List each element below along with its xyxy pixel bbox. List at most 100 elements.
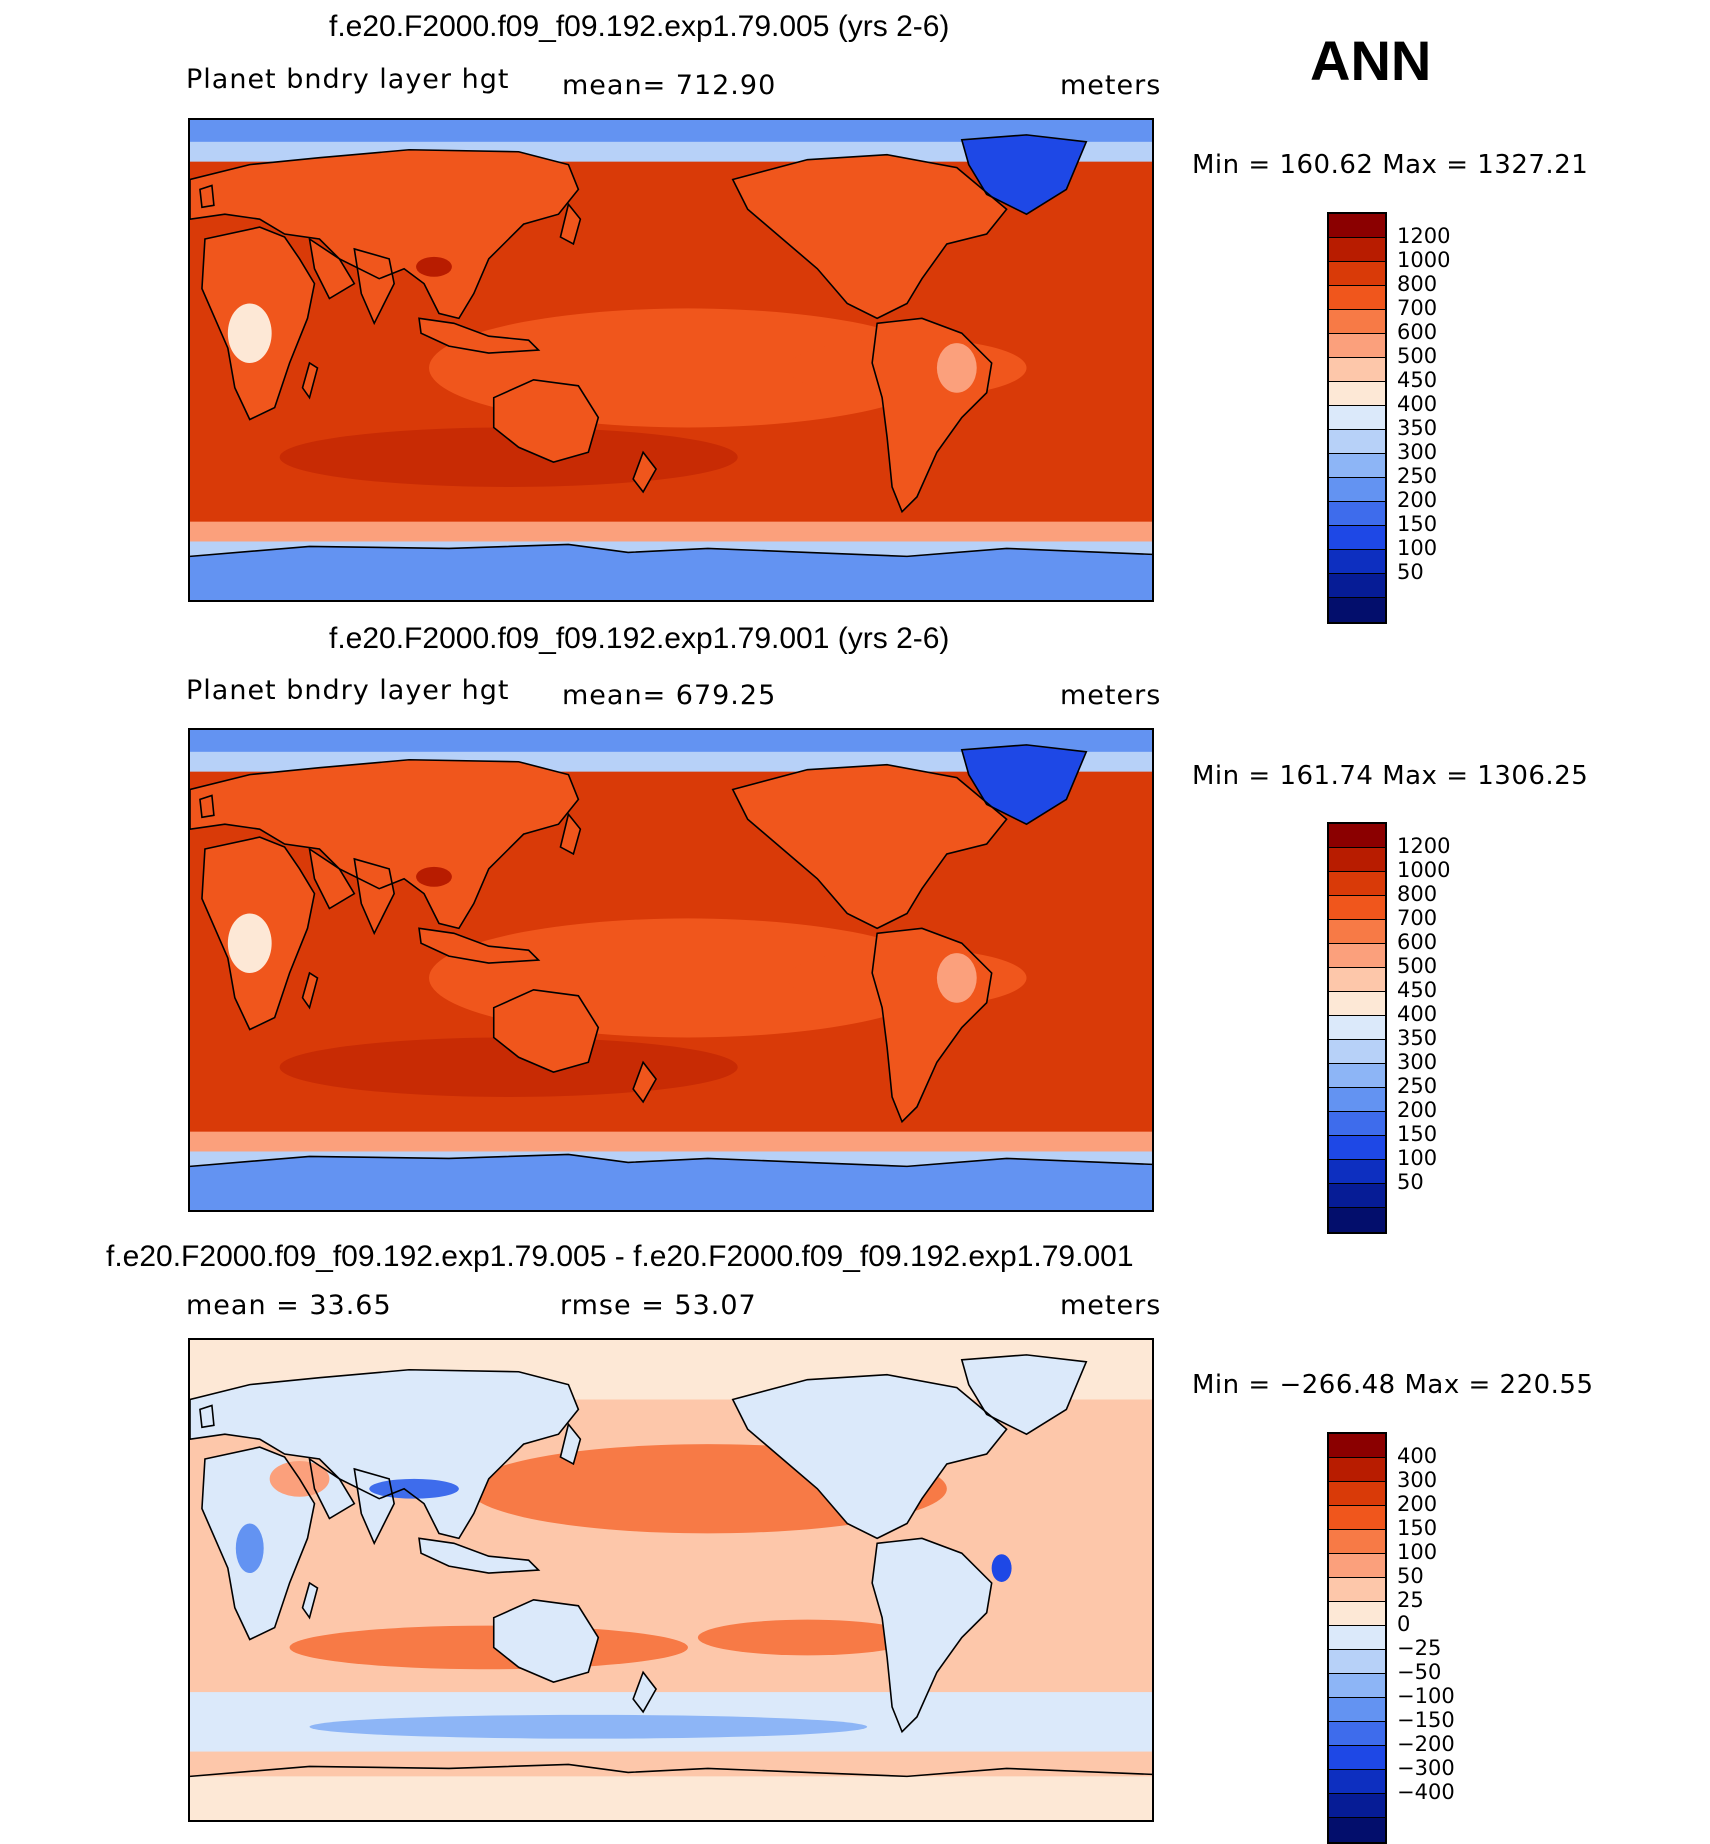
map-field-plot	[190, 730, 1152, 1210]
colorbar-tick-label: 150	[1397, 1516, 1438, 1540]
season-label: ANN	[1310, 29, 1432, 92]
colorbar-segment	[1329, 1208, 1385, 1232]
colorbar-tick-label: 100	[1397, 536, 1438, 560]
colorbar-segment	[1329, 992, 1385, 1016]
colorbar-segment	[1329, 1650, 1385, 1674]
colorbar-segment	[1329, 1554, 1385, 1578]
colorbar-tick-label: 300	[1397, 1468, 1438, 1492]
colorbar-segment	[1329, 238, 1385, 262]
colorbar-segment	[1329, 1578, 1385, 1602]
panel-1-map	[188, 118, 1154, 602]
colorbar-tick-label: 1200	[1397, 834, 1451, 858]
panel-1-variable-label: Planet bndry layer hgt	[186, 64, 510, 95]
colorbar-tick-label: 400	[1397, 1444, 1438, 1468]
colorbar-tick-label: 800	[1397, 882, 1438, 906]
colorbar-tick-label: 150	[1397, 1122, 1438, 1146]
panel-3-map	[188, 1338, 1154, 1822]
panel-2-mean-label: mean= 679.25	[562, 680, 777, 711]
colorbar-tick-label: −400	[1397, 1780, 1455, 1804]
colorbar-segment	[1329, 1184, 1385, 1208]
panel-1-colorbar	[1327, 212, 1387, 624]
colorbar-tick-label: 300	[1397, 440, 1438, 464]
colorbar-tick-label: 700	[1397, 906, 1438, 930]
colorbar-tick-label: 250	[1397, 464, 1438, 488]
colorbar-tick-label: 350	[1397, 416, 1438, 440]
colorbar-tick-label: 250	[1397, 1074, 1438, 1098]
colorbar-segment	[1329, 848, 1385, 872]
colorbar-tick-label: 350	[1397, 1026, 1438, 1050]
colorbar-tick-label: −150	[1397, 1708, 1455, 1732]
colorbar-tick-label: 50	[1397, 560, 1424, 584]
colorbar-segment	[1329, 598, 1385, 622]
colorbar-tick-label: 150	[1397, 512, 1438, 536]
colorbar-tick-label: 700	[1397, 296, 1438, 320]
colorbar-tick-label: −25	[1397, 1636, 1442, 1660]
panel-2-minmax-label: Min = 161.74 Max = 1306.25	[1192, 761, 1589, 791]
colorbar-segment	[1329, 430, 1385, 454]
colorbar-segment	[1329, 406, 1385, 430]
colorbar-segment	[1329, 1626, 1385, 1650]
colorbar-segment	[1329, 1088, 1385, 1112]
panel-3-rmse-label: rmse = 53.07	[560, 1290, 757, 1321]
panel-1-minmax-label: Min = 160.62 Max = 1327.21	[1192, 150, 1589, 180]
colorbar-segment	[1329, 574, 1385, 598]
colorbar-segment	[1329, 550, 1385, 574]
colorbar-segment	[1329, 1136, 1385, 1160]
colorbar-segment	[1329, 1530, 1385, 1554]
panel-1-mean-label: mean= 712.90	[562, 70, 777, 101]
panel-2-colorbar	[1327, 822, 1387, 1234]
panel-3-units-label: meters	[1060, 1290, 1162, 1321]
panel-3-minmax-label: Min = −266.48 Max = 220.55	[1192, 1370, 1594, 1400]
panel-3-colorbar	[1327, 1432, 1387, 1844]
panel-2-variable-label: Planet bndry layer hgt	[186, 675, 510, 706]
colorbar-tick-label: 400	[1397, 392, 1438, 416]
colorbar-tick-label: 500	[1397, 954, 1438, 978]
colorbar-tick-label: 200	[1397, 1492, 1438, 1516]
map-field-plot	[190, 1340, 1152, 1820]
colorbar-tick-label: 200	[1397, 1098, 1438, 1122]
colorbar-segment	[1329, 1016, 1385, 1040]
colorbar-segment	[1329, 1160, 1385, 1184]
colorbar-segment	[1329, 334, 1385, 358]
colorbar-tick-label: 450	[1397, 368, 1438, 392]
panel-2-map	[188, 728, 1154, 1212]
colorbar-segment	[1329, 1770, 1385, 1794]
colorbar-segment	[1329, 1674, 1385, 1698]
colorbar-segment	[1329, 824, 1385, 848]
colorbar-segment	[1329, 872, 1385, 896]
colorbar-segment	[1329, 1506, 1385, 1530]
colorbar-segment	[1329, 454, 1385, 478]
colorbar-segment	[1329, 214, 1385, 238]
colorbar-tick-label: −50	[1397, 1660, 1442, 1684]
colorbar-tick-label: 25	[1397, 1588, 1424, 1612]
colorbar-segment	[1329, 896, 1385, 920]
colorbar-tick-label: 200	[1397, 488, 1438, 512]
colorbar-segment	[1329, 358, 1385, 382]
colorbar-tick-label: 300	[1397, 1050, 1438, 1074]
colorbar-segment	[1329, 478, 1385, 502]
colorbar-segment	[1329, 1040, 1385, 1064]
panel-2-title: f.e20.F2000.f09_f09.192.exp1.79.001 (yrs…	[329, 622, 950, 655]
colorbar-segment	[1329, 526, 1385, 550]
colorbar-segment	[1329, 1434, 1385, 1458]
panel-3-title: f.e20.F2000.f09_f09.192.exp1.79.005 - f.…	[106, 1240, 1134, 1273]
colorbar-tick-label: 800	[1397, 272, 1438, 296]
colorbar-tick-label: 600	[1397, 320, 1438, 344]
colorbar-segment	[1329, 262, 1385, 286]
colorbar-segment	[1329, 1458, 1385, 1482]
colorbar-tick-label: 100	[1397, 1540, 1438, 1564]
panel-3-mean-label: mean = 33.65	[186, 1290, 392, 1321]
colorbar-tick-label: 0	[1397, 1612, 1411, 1636]
panel-1-title: f.e20.F2000.f09_f09.192.exp1.79.005 (yrs…	[329, 10, 950, 43]
colorbar-tick-label: −200	[1397, 1732, 1455, 1756]
colorbar-tick-label: 100	[1397, 1146, 1438, 1170]
colorbar-tick-label: 1200	[1397, 224, 1451, 248]
colorbar-segment	[1329, 1482, 1385, 1506]
colorbar-segment	[1329, 382, 1385, 406]
colorbar-tick-label: 1000	[1397, 248, 1451, 272]
colorbar-segment	[1329, 1064, 1385, 1088]
colorbar-segment	[1329, 1112, 1385, 1136]
colorbar-tick-label: 500	[1397, 344, 1438, 368]
colorbar-tick-label: 50	[1397, 1564, 1424, 1588]
colorbar-tick-label: 450	[1397, 978, 1438, 1002]
